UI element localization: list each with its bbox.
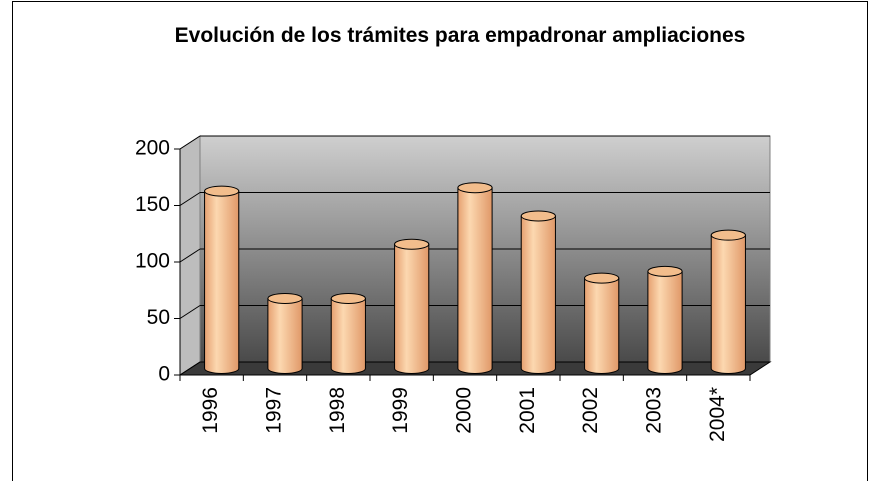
bar [520,210,556,374]
grid-line [179,361,201,376]
bar [710,229,746,374]
bar [584,272,620,374]
grid-line [179,192,201,206]
y-tick-label: 100 [135,250,170,273]
y-tick-label: 150 [135,193,170,216]
bar [457,182,493,374]
grid-line [179,135,201,150]
y-tick-label: 50 [147,306,170,329]
bar [647,265,683,374]
x-tick-label: 2000 [453,387,476,434]
x-tick-label: 1999 [389,387,412,434]
bar [394,238,430,374]
bar [267,292,303,374]
chart-frame [12,1,868,481]
grid-line [179,248,201,263]
chart-title: Evolución de los trámites para empadrona… [174,24,746,47]
y-tick-label: 200 [135,137,170,160]
bar [330,292,366,374]
x-tick-label: 1998 [326,387,349,434]
x-tick-label: 2002 [579,387,602,434]
x-tick-label: 1997 [263,387,286,434]
grid-line [179,305,201,319]
y-tick-label: 0 [158,363,170,386]
x-tick-label: 2001 [516,387,539,434]
x-tick-label: 1996 [199,387,222,434]
x-tick-label: 2003 [643,387,666,434]
x-tick-label: 2004* [706,387,729,442]
bar [204,185,240,374]
